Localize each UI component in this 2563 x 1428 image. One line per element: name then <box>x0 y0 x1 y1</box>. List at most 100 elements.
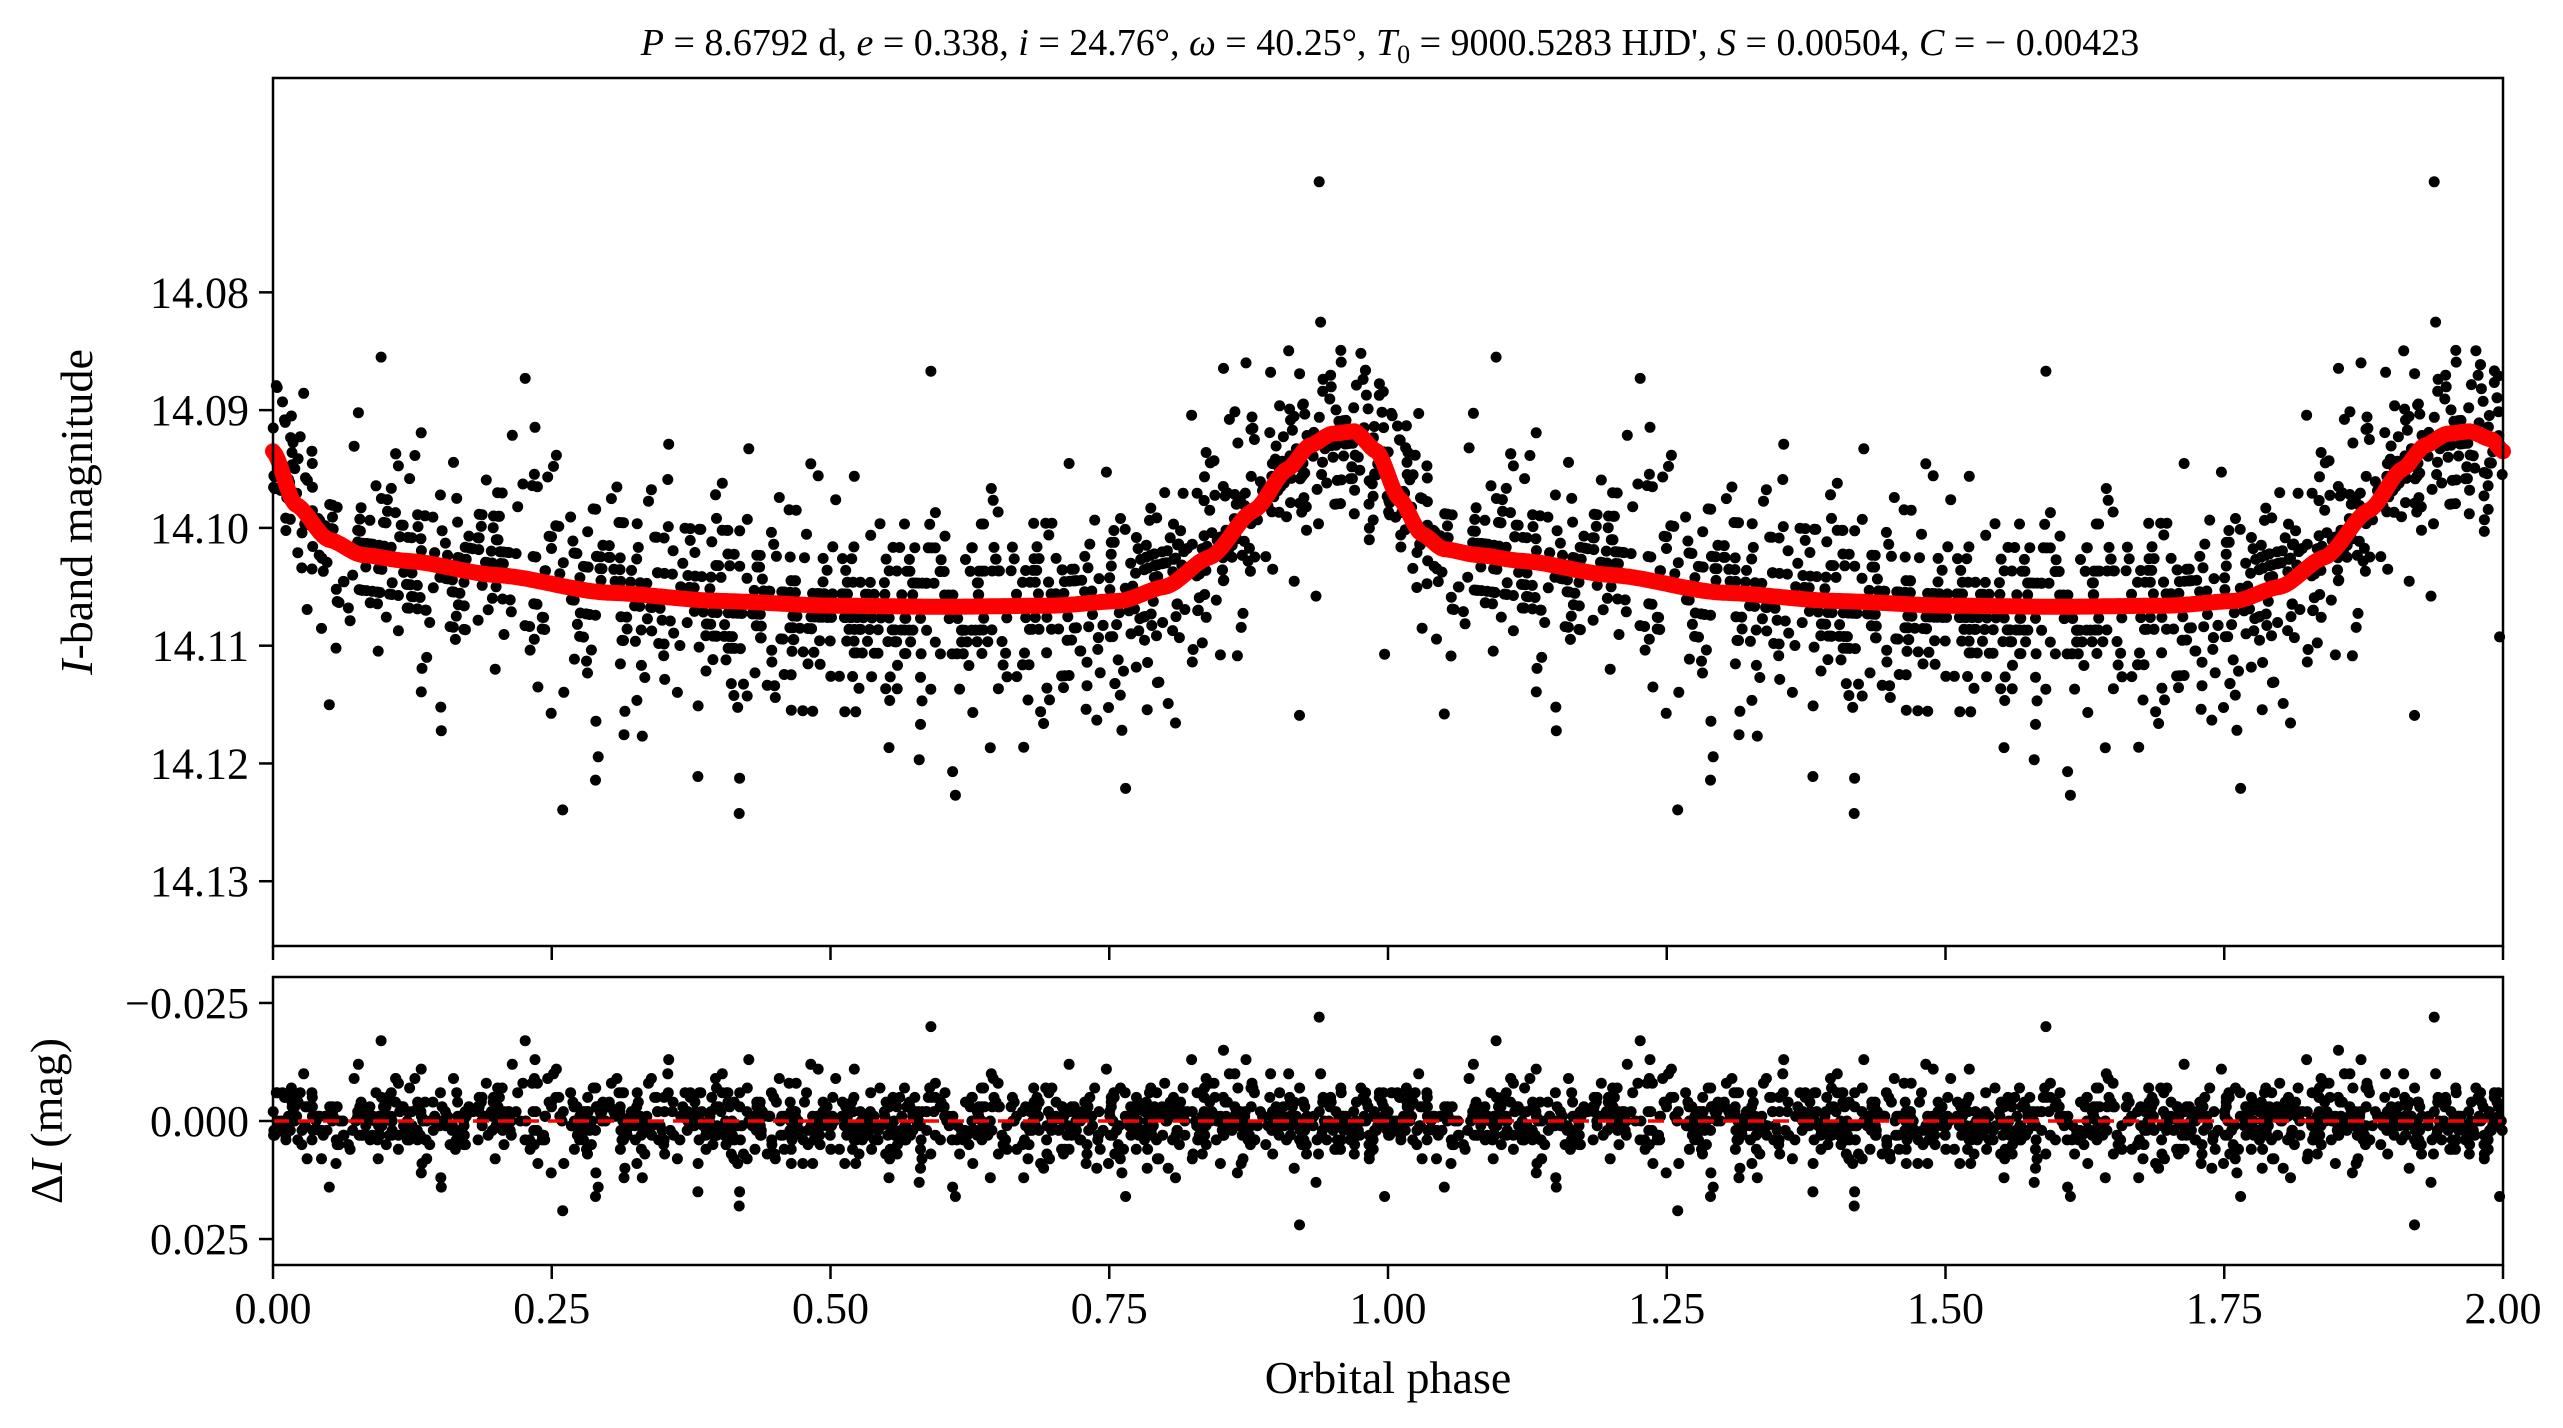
residual-point <box>1160 1106 1172 1118</box>
data-point <box>557 557 569 569</box>
residual-point <box>1530 1167 1542 1179</box>
residual-point <box>662 1068 674 1080</box>
data-point <box>2350 621 2362 633</box>
data-point <box>1777 521 1789 533</box>
data-point <box>1849 560 1861 572</box>
data-point <box>776 586 788 598</box>
residual-point <box>1804 1106 1816 1118</box>
data-point <box>1413 408 1425 419</box>
data-point <box>860 588 871 600</box>
data-point <box>2103 541 2115 553</box>
data-point <box>406 567 418 579</box>
data-point <box>1680 511 1692 523</box>
residual-point <box>582 1148 593 1160</box>
residual-point <box>2387 1110 2399 1122</box>
residual-point <box>1733 1172 1745 1184</box>
data-point <box>2399 403 2411 415</box>
residual-point <box>1549 1120 1561 1132</box>
data-point <box>475 520 487 532</box>
data-point <box>1906 610 1918 622</box>
data-point <box>557 804 569 816</box>
data-point <box>847 671 859 682</box>
residual-point <box>1507 1143 1519 1155</box>
data-point <box>427 582 439 594</box>
data-point <box>996 636 1008 647</box>
data-point <box>799 552 810 564</box>
residual-point <box>833 1143 845 1155</box>
residual-point <box>1094 1143 1106 1155</box>
data-point <box>1567 516 1579 528</box>
data-point <box>540 565 551 577</box>
data-point <box>1866 561 1878 573</box>
data-point <box>1567 552 1579 563</box>
data-point <box>736 607 748 619</box>
residual-point <box>947 1181 959 1193</box>
data-point <box>1093 573 1105 585</box>
data-point <box>1740 576 1751 588</box>
data-point <box>2143 517 2155 529</box>
data-point <box>406 591 417 602</box>
data-point <box>817 576 829 588</box>
data-point <box>2030 648 2042 660</box>
residual-point <box>946 1134 958 1146</box>
residual-point <box>1381 1124 1393 1136</box>
residual-point <box>1844 1134 1855 1146</box>
data-point <box>1977 635 1988 647</box>
data-point <box>734 525 746 537</box>
data-point <box>1870 620 1882 632</box>
data-point <box>1200 447 1212 458</box>
residual-point <box>734 1101 746 1113</box>
title-omega-symbol: ω <box>1189 22 1216 64</box>
data-point <box>327 511 338 523</box>
residual-point <box>1294 1082 1306 1094</box>
data-point <box>626 564 637 576</box>
residual-point <box>2081 1091 2093 1103</box>
data-point <box>1898 504 1910 516</box>
data-point <box>1963 635 1975 647</box>
data-point <box>2428 518 2439 530</box>
data-point <box>585 644 597 656</box>
data-point <box>306 445 318 457</box>
data-point <box>1490 351 1502 363</box>
residual-point <box>1399 1124 1411 1136</box>
data-point <box>313 549 325 561</box>
data-point <box>296 527 308 539</box>
data-point <box>787 634 799 646</box>
residual-point <box>925 1021 937 1033</box>
data-point <box>2147 588 2159 600</box>
data-point <box>292 547 304 559</box>
data-point <box>1893 669 1905 680</box>
residual-point <box>2135 1120 2147 1132</box>
data-point <box>1618 547 1630 559</box>
data-point <box>1210 594 1222 606</box>
data-point <box>1346 473 1358 485</box>
data-point <box>581 655 592 667</box>
data-point <box>899 648 911 660</box>
data-point <box>2338 413 2350 425</box>
data-point <box>1693 631 1704 643</box>
data-point <box>450 610 462 622</box>
residual-point <box>2301 1153 2313 1165</box>
data-point <box>1672 557 1684 569</box>
data-point <box>1236 549 1248 561</box>
data-point <box>298 387 310 399</box>
data-point <box>1550 725 1562 737</box>
data-point <box>728 548 740 560</box>
data-point <box>1495 611 1507 623</box>
data-point <box>1516 578 1527 590</box>
residual-point <box>843 1124 855 1136</box>
data-point <box>1901 645 1913 657</box>
residual-point <box>306 1110 318 1122</box>
data-point <box>463 530 475 542</box>
residual-point <box>1315 1068 1327 1080</box>
data-point <box>1959 612 1971 623</box>
residual-point <box>2422 1120 2434 1132</box>
data-point <box>2177 611 2189 623</box>
residual-point <box>1995 1096 2007 1108</box>
residual-point <box>2014 1082 2025 1094</box>
data-point <box>429 547 441 559</box>
data-point <box>582 561 594 573</box>
data-point <box>812 470 824 482</box>
data-point <box>1079 550 1091 562</box>
data-point <box>1804 547 1816 558</box>
